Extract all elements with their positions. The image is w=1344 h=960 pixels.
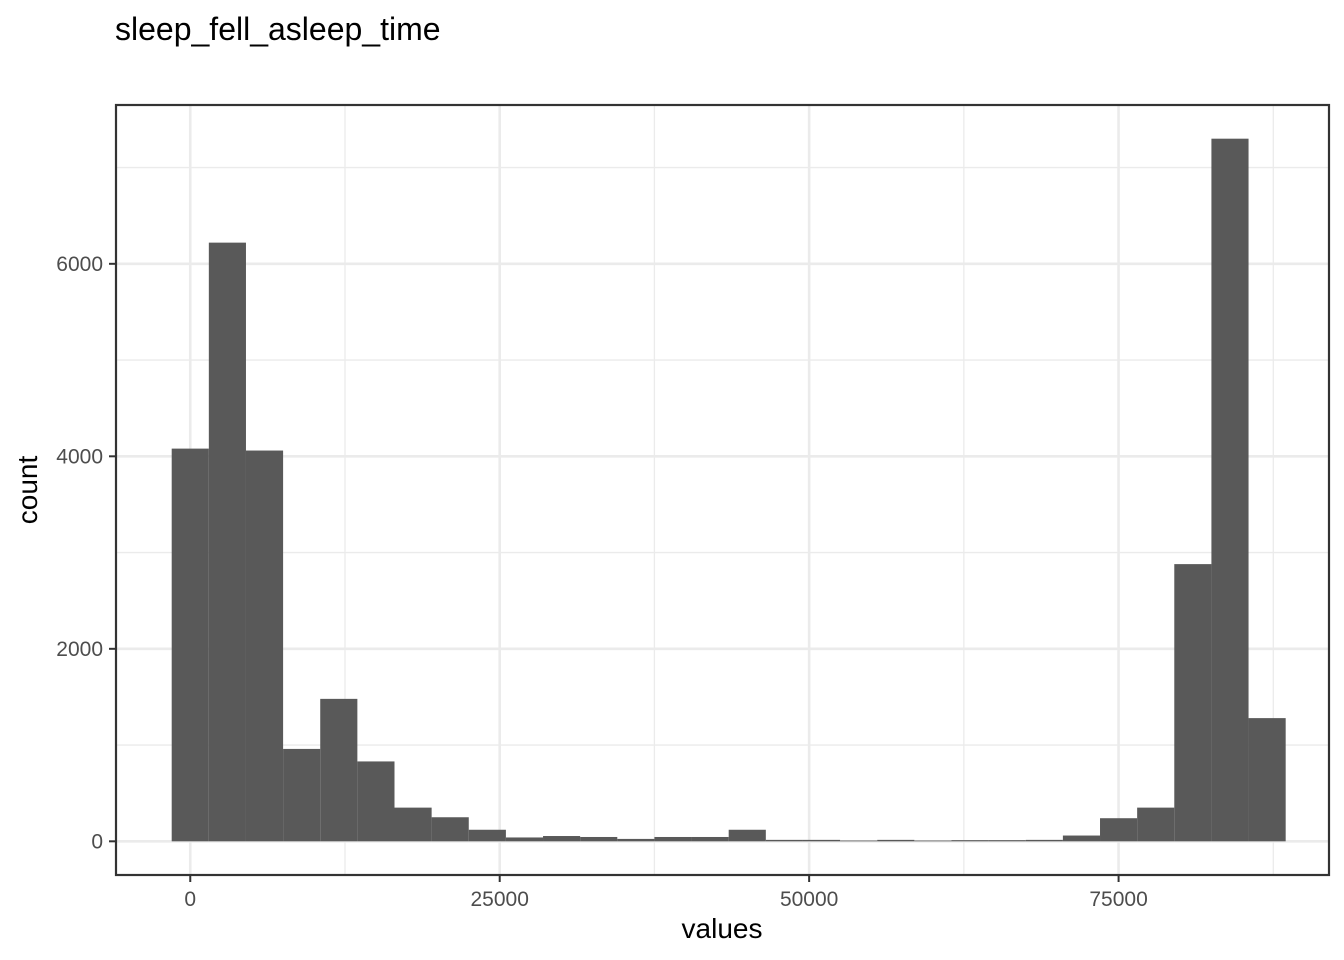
x-axis-title: values — [682, 913, 763, 944]
histogram-bar-11 — [580, 836, 618, 842]
histogram-bar-20 — [914, 840, 952, 842]
y-tick-label: 0 — [91, 830, 103, 853]
histogram-bar-22 — [988, 840, 1026, 842]
histogram-bar-1 — [208, 242, 246, 842]
y-tick-label: 4000 — [56, 445, 103, 468]
x-axis: 0 25000 50000 75000 — [184, 875, 1148, 911]
histogram-bar-29 — [1248, 718, 1286, 842]
histogram-bar-21 — [951, 840, 989, 842]
x-tick-label: 50000 — [780, 888, 838, 911]
histogram-bar-23 — [1025, 839, 1063, 842]
histogram-bar-4 — [320, 698, 358, 842]
histogram-bar-24 — [1062, 835, 1101, 842]
histogram-bar-15 — [728, 829, 766, 842]
histogram-bar-10 — [543, 836, 581, 842]
histogram-bar-2 — [245, 450, 284, 842]
y-tick-label: 2000 — [56, 638, 103, 661]
panel-border — [114, 103, 1331, 877]
y-axis-title: count — [12, 456, 43, 525]
histogram-bar-14 — [691, 836, 729, 842]
histogram-bars — [171, 138, 1286, 842]
histogram-bar-0 — [171, 448, 209, 842]
histogram-bar-18 — [840, 840, 878, 842]
x-tick-label: 75000 — [1089, 888, 1147, 911]
histogram-bar-28 — [1211, 138, 1249, 842]
histogram-bar-7 — [431, 817, 469, 842]
histogram-bar-26 — [1137, 807, 1175, 842]
histogram-bar-6 — [394, 807, 432, 842]
y-axis: 0 2000 4000 6000 — [56, 253, 116, 853]
histogram-bar-19 — [877, 839, 915, 842]
histogram-bar-8 — [468, 829, 506, 842]
y-tick-label: 6000 — [56, 253, 103, 276]
histogram-bar-16 — [765, 839, 803, 842]
x-tick-label: 25000 — [471, 888, 529, 911]
chart-title: sleep_fell_asleep_time — [115, 11, 441, 47]
histogram-bar-9 — [505, 837, 544, 842]
minor-gridlines — [116, 105, 1329, 875]
histogram-bar-3 — [283, 748, 321, 842]
histogram-bar-27 — [1174, 564, 1212, 842]
histogram-bar-12 — [617, 838, 655, 842]
x-tick-label: 0 — [184, 888, 196, 911]
histogram-bar-13 — [654, 836, 692, 842]
histogram-bar-5 — [357, 761, 395, 842]
histogram-bar-25 — [1100, 818, 1138, 842]
histogram-bar-17 — [802, 839, 841, 842]
